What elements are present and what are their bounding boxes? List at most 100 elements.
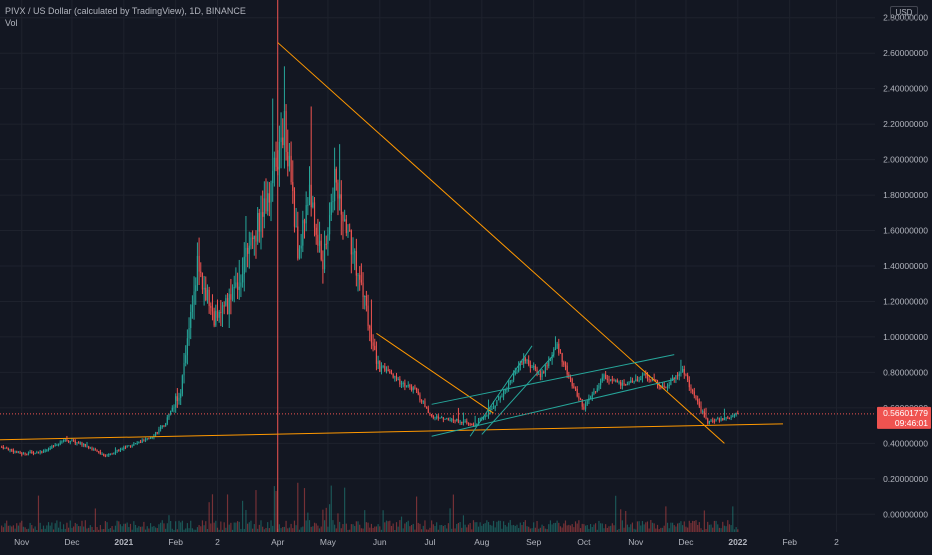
currency-badge[interactable]: USD <box>890 6 918 20</box>
volume-bar <box>129 523 132 532</box>
volume-bar <box>623 527 625 532</box>
volume-bar <box>414 529 416 532</box>
candle-body <box>538 373 540 375</box>
candle-body <box>583 406 585 410</box>
candle-body <box>723 417 726 421</box>
candle-body <box>367 305 369 326</box>
candle-body <box>504 388 506 391</box>
volume-bar <box>220 521 222 532</box>
candle-body <box>645 374 647 376</box>
volume-bar <box>707 521 709 532</box>
candle-body <box>280 137 282 142</box>
volume-bar <box>186 523 188 532</box>
candle-body <box>96 449 98 452</box>
volume-bar <box>472 520 475 532</box>
volume-bar <box>253 524 255 532</box>
volume-bar <box>497 520 500 532</box>
candle-body <box>16 451 18 453</box>
candle-body <box>220 311 222 313</box>
candle-body <box>108 453 110 456</box>
volume-bar <box>499 520 501 532</box>
candle-body <box>216 310 219 318</box>
candle-body <box>19 451 21 454</box>
candle-body <box>66 439 68 442</box>
candle-body <box>685 374 687 376</box>
volume-bar <box>273 486 275 532</box>
volume-bar <box>221 529 224 532</box>
volume-bar <box>586 525 588 532</box>
volume-bar <box>290 523 292 532</box>
volume-bar <box>337 513 339 532</box>
trendlines <box>0 0 875 532</box>
candle-body <box>178 397 180 401</box>
candle-body <box>103 454 105 456</box>
candle-body <box>655 379 657 381</box>
candle-body <box>377 361 379 364</box>
volume-bar <box>529 528 531 532</box>
candle-body <box>210 306 212 308</box>
volume-bar <box>191 528 193 532</box>
candle-body <box>354 251 356 253</box>
volume-bar <box>24 527 26 532</box>
volume-bar <box>312 526 314 532</box>
candle-body <box>534 366 536 370</box>
volume-bar <box>422 525 424 532</box>
candle-body <box>621 383 623 386</box>
volume-bar <box>551 524 553 532</box>
candle-body <box>322 259 324 270</box>
candle-body <box>134 443 137 445</box>
volume-bar <box>143 521 145 532</box>
candle-body <box>641 375 644 379</box>
volume-bar <box>282 526 284 532</box>
x-tick-label: 2 <box>834 537 839 547</box>
candle-body <box>574 388 577 390</box>
candle-body <box>69 441 71 443</box>
volume-bar <box>42 525 45 532</box>
volume-bar <box>379 526 381 532</box>
volume-bar <box>355 521 357 532</box>
volume-bar <box>611 523 613 532</box>
volume-bar <box>404 523 406 532</box>
candle-body <box>589 397 592 399</box>
candle-body <box>215 310 217 326</box>
candle-body <box>553 349 555 355</box>
candle-body <box>300 245 302 249</box>
volume-bar <box>34 526 36 532</box>
volume-bar <box>595 523 597 532</box>
volume-bar <box>93 529 95 532</box>
candle-body <box>390 373 393 375</box>
candle-body <box>242 274 244 283</box>
volume-bar <box>462 515 465 532</box>
candle-body <box>720 418 722 422</box>
volume-bar <box>432 524 434 532</box>
candle-body <box>255 235 257 242</box>
candle-body <box>339 194 341 199</box>
candle-body <box>245 247 247 257</box>
volume-bar <box>302 526 304 532</box>
candle-body <box>405 385 408 387</box>
candle-body <box>494 405 496 408</box>
candle-body <box>24 453 26 455</box>
candle-body <box>323 243 326 270</box>
candle-body <box>151 436 153 438</box>
candle-body <box>46 450 48 452</box>
volume-bar <box>295 525 297 532</box>
candle-body <box>431 414 433 416</box>
volume-bar <box>576 523 578 532</box>
candle-body <box>449 420 451 422</box>
candle-body <box>243 256 245 275</box>
volume-bar <box>380 529 383 532</box>
volume-bar <box>141 526 143 532</box>
candle-body <box>205 287 207 301</box>
candle-body <box>661 385 664 387</box>
volume-bar <box>372 527 374 532</box>
volume-bar <box>518 528 520 532</box>
volume-bar <box>188 528 190 532</box>
volume-bar <box>735 527 737 532</box>
volume-bar <box>263 529 265 532</box>
volume-bar <box>98 529 100 532</box>
volume-bar <box>29 522 31 532</box>
